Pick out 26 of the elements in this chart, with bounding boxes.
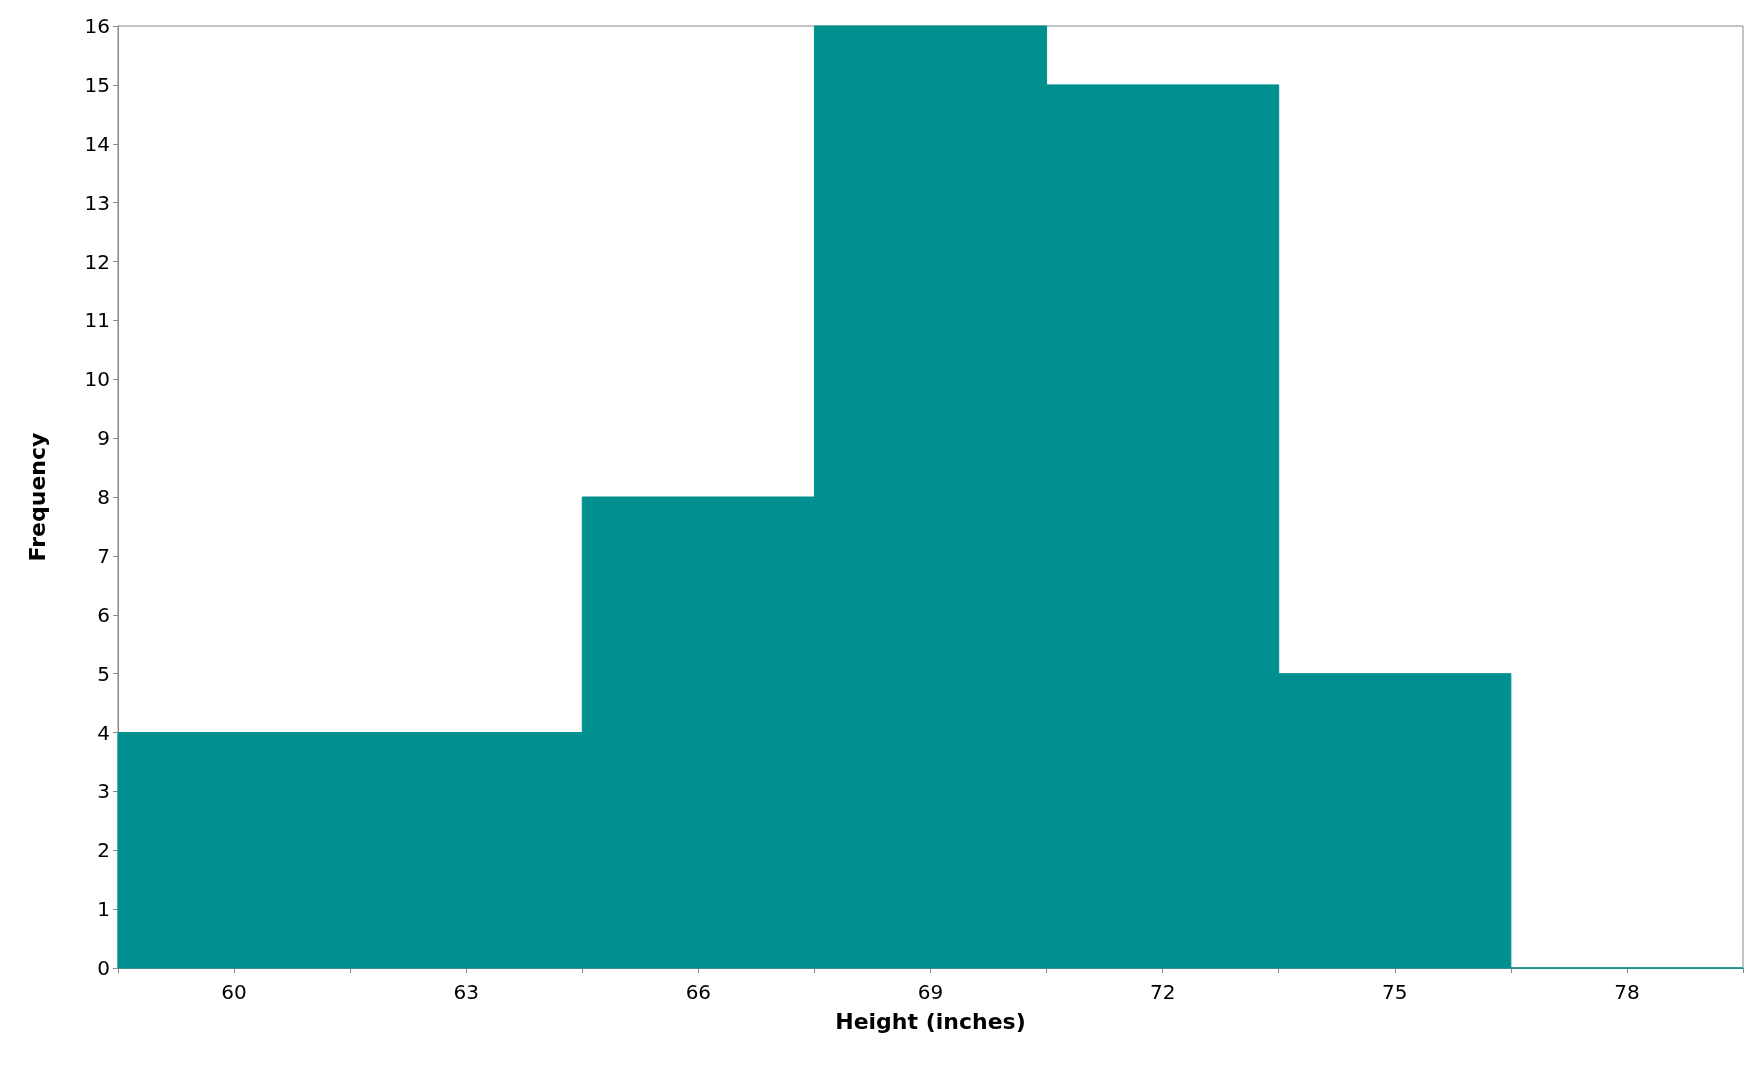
y-axis-title: Frequency [24, 432, 50, 562]
x-tick-label: 69 [917, 980, 944, 1004]
x-tick-label: 66 [685, 980, 712, 1004]
x-tick-label: 63 [453, 980, 479, 1004]
y-tick-label: 9 [97, 426, 110, 451]
y-tick-label: 4 [97, 720, 110, 745]
y-tick-label: 15 [84, 72, 110, 97]
y-tick-label: 7 [97, 543, 110, 568]
y-tick-label: 12 [84, 249, 110, 274]
y-tick-label: 0 [97, 956, 110, 980]
y-tick-label: 8 [97, 485, 110, 509]
y-tick-label: 1 [97, 897, 110, 922]
x-tick-label: 72 [1149, 980, 1176, 1004]
y-tick-label: 2 [97, 838, 110, 863]
y-tick-label: 14 [84, 131, 110, 156]
x-tick-label: 60 [221, 980, 247, 1004]
y-tick-label: 11 [84, 308, 110, 333]
x-tick-label: 78 [1614, 980, 1640, 1004]
y-tick-label: 6 [97, 602, 110, 627]
y-tick-label: 10 [84, 367, 110, 392]
y-tick-label: 3 [97, 779, 110, 804]
x-axis-title: Height (inches) [835, 1008, 1026, 1034]
y-tick-label: 16 [84, 14, 110, 38]
y-tick-label: 5 [97, 661, 110, 686]
y-tick-label: 13 [84, 190, 110, 215]
x-tick-label: 75 [1382, 980, 1408, 1004]
